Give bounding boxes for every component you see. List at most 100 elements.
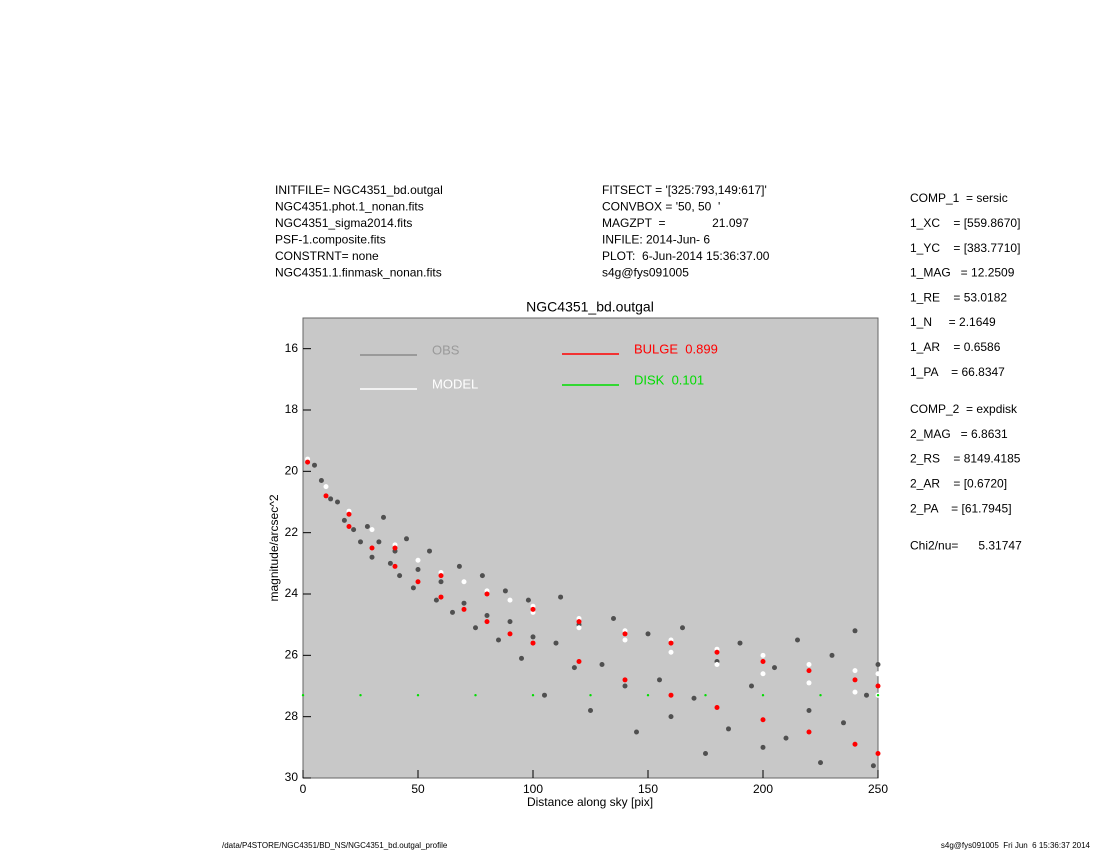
point (507, 619, 513, 625)
fit-param: COMP_1 = sersic (910, 191, 1008, 205)
fit-param: 2_AR = [0.6720] (910, 476, 1007, 490)
x-axis-label: Distance along sky [pix] (527, 795, 653, 809)
point (507, 597, 513, 603)
point (341, 517, 347, 523)
x-tick-label: 0 (300, 782, 307, 796)
info-line: PLOT: 6-Jun-2014 15:36:37.00 (602, 249, 770, 263)
x-tick-label: 200 (753, 782, 773, 796)
point (622, 637, 628, 643)
point (668, 649, 674, 655)
x-tick-label: 250 (868, 782, 888, 796)
point (806, 708, 812, 714)
fit-param: 1_YC = [383.7710] (910, 241, 1020, 255)
point (870, 763, 876, 769)
point (323, 493, 329, 499)
y-tick-label: 18 (285, 402, 299, 416)
point (772, 665, 777, 671)
point (502, 588, 508, 594)
point (473, 625, 478, 631)
y-tick-label: 30 (285, 770, 299, 784)
point (760, 652, 766, 658)
x-tick-label: 100 (523, 782, 543, 796)
info-line: INFILE: 2014-Jun- 6 (602, 233, 710, 247)
point (456, 563, 462, 569)
point (525, 597, 531, 603)
info-line: PSF-1.composite.fits (275, 233, 386, 247)
point (875, 683, 881, 689)
point (461, 606, 467, 612)
point (737, 640, 743, 646)
point (450, 609, 455, 615)
point (576, 625, 582, 631)
point (714, 649, 720, 655)
point (760, 717, 766, 723)
point (369, 554, 375, 560)
point (335, 499, 340, 505)
fit-param: 1_XC = [559.8670] (910, 216, 1020, 230)
point (783, 735, 789, 741)
y-tick-label: 20 (285, 464, 299, 478)
point (427, 548, 432, 554)
point (875, 750, 881, 756)
point (369, 527, 375, 533)
point (599, 662, 605, 668)
fit-param: COMP_2 = expdisk (910, 402, 1018, 416)
point (760, 744, 766, 750)
point (484, 591, 490, 597)
point (381, 514, 386, 520)
point (433, 597, 439, 603)
point (691, 695, 697, 701)
info-line: s4g@fys091005 (602, 266, 689, 280)
y-tick-label: 16 (285, 341, 299, 355)
point (875, 662, 881, 668)
point (359, 694, 362, 697)
point (714, 704, 720, 710)
point (726, 726, 731, 732)
point (507, 631, 513, 637)
point (576, 619, 582, 625)
point (376, 539, 382, 545)
point (668, 714, 674, 720)
fit-param: 2_PA = [61.7945] (910, 501, 1012, 515)
point (646, 694, 650, 697)
point (611, 616, 616, 622)
point (558, 594, 564, 600)
point (531, 694, 535, 697)
point (346, 524, 352, 530)
point (397, 573, 403, 579)
point (875, 671, 881, 677)
fit-param: 1_RE = 53.0182 (910, 290, 1007, 304)
point (829, 652, 835, 658)
info-line: INITFILE= NGC4351_bd.outgal (275, 183, 443, 197)
point (841, 720, 846, 726)
fit-param: 1_PA = 66.8347 (910, 365, 1005, 379)
point (806, 680, 812, 686)
point (622, 631, 628, 637)
point (351, 527, 357, 533)
point (542, 692, 547, 698)
point (496, 637, 501, 643)
point (484, 619, 490, 625)
point (852, 741, 858, 747)
info-line: CONSTRNT= none (275, 249, 379, 263)
point (819, 694, 822, 697)
point (703, 750, 708, 756)
point (438, 573, 444, 579)
point (415, 566, 421, 572)
point (484, 612, 490, 618)
point (876, 694, 880, 697)
plot-area (302, 317, 879, 779)
footer-left: /data/P4STORE/NGC4351/BD_NS/NGC4351_bd.o… (222, 841, 448, 850)
point (818, 760, 823, 766)
point (760, 658, 766, 664)
point (392, 563, 398, 569)
point (461, 600, 467, 606)
point (704, 694, 707, 697)
point (806, 662, 812, 668)
point (323, 484, 329, 490)
legend-label: MODEL (432, 376, 478, 391)
x-tick-label: 150 (638, 782, 658, 796)
point (404, 536, 409, 542)
point (438, 579, 444, 585)
